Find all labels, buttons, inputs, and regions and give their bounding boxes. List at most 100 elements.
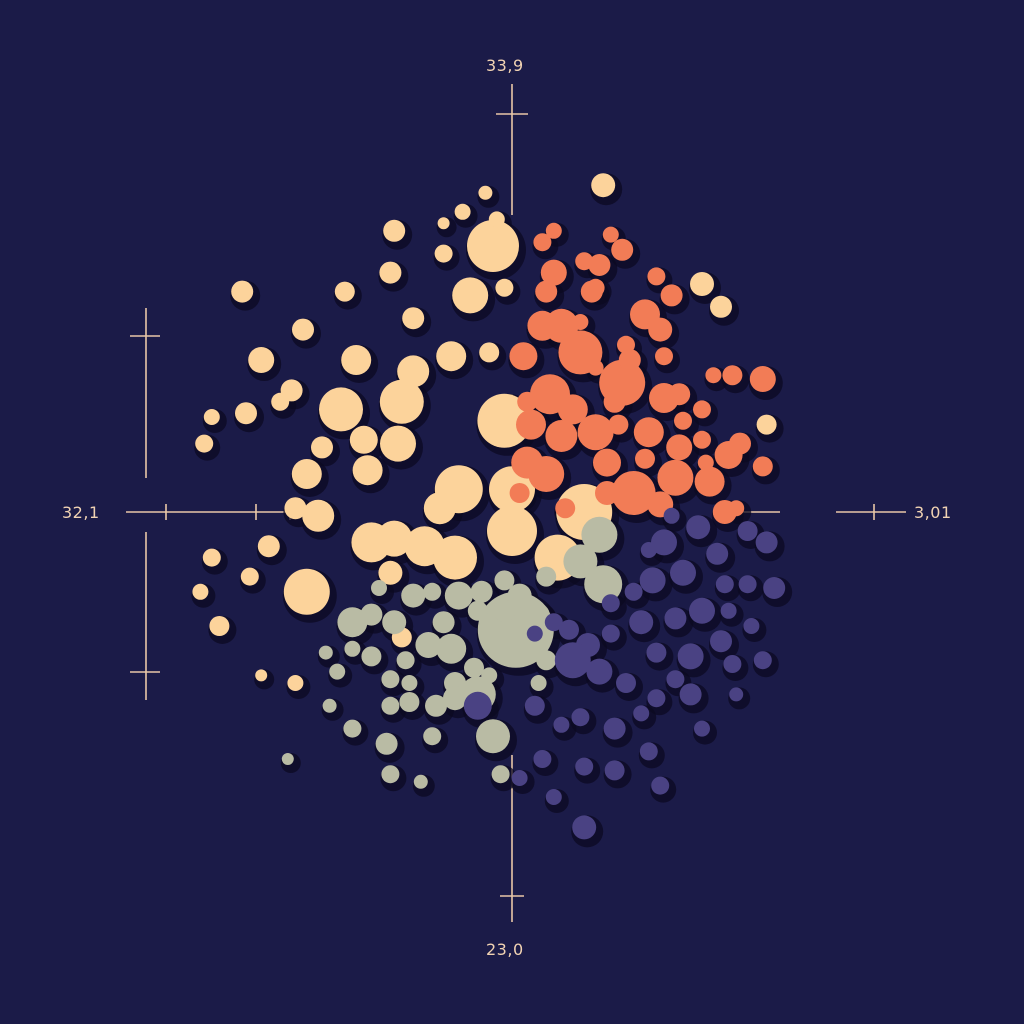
data-point-indigo — [586, 658, 613, 685]
data-point-coral — [509, 483, 530, 503]
data-point-peach — [302, 499, 335, 532]
data-point-indigo — [723, 655, 742, 673]
data-point-indigo — [651, 529, 677, 556]
data-point-coral — [516, 409, 546, 440]
data-point-coral — [528, 456, 565, 492]
data-point-sage — [423, 727, 442, 746]
data-point-peach — [292, 318, 314, 341]
data-point-sage — [401, 675, 418, 691]
data-point-coral — [694, 466, 725, 497]
axis-label-top: 33,9 — [486, 56, 524, 75]
data-point-peach — [495, 278, 514, 297]
data-point-sage — [464, 657, 484, 678]
data-point-indigo — [575, 757, 594, 776]
data-point-peach — [710, 295, 732, 318]
data-point-sage — [343, 719, 362, 738]
data-point-coral — [603, 390, 626, 413]
data-point-coral — [572, 314, 589, 330]
data-point-sage — [413, 774, 428, 789]
data-point-sage — [443, 686, 467, 711]
data-point-indigo — [572, 815, 597, 840]
data-point-coral — [588, 254, 611, 276]
data-point-peach — [383, 219, 406, 242]
data-point-coral — [633, 417, 664, 448]
data-point-peach — [454, 203, 471, 220]
data-point-coral — [530, 374, 570, 415]
data-point-coral — [647, 267, 666, 286]
data-point-indigo — [633, 705, 650, 722]
data-point-coral — [666, 434, 693, 461]
data-point-coral — [668, 383, 691, 406]
data-point-indigo — [616, 673, 636, 693]
data-point-indigo — [639, 567, 666, 594]
data-point-peach — [690, 272, 714, 296]
data-point-coral — [517, 391, 538, 412]
data-point-coral — [728, 500, 745, 517]
data-point-indigo — [601, 624, 620, 643]
point-marks — [191, 173, 793, 848]
data-point-peach — [311, 436, 333, 459]
data-point-indigo — [706, 542, 729, 565]
data-point-coral — [752, 456, 773, 477]
data-point-indigo — [533, 750, 552, 768]
data-point-coral — [722, 365, 743, 386]
data-point-indigo — [677, 643, 704, 670]
data-point-peach — [202, 548, 221, 567]
data-point-coral — [509, 342, 538, 371]
data-point-coral — [674, 411, 692, 430]
data-point-peach — [209, 616, 230, 636]
data-point-coral — [545, 222, 562, 239]
data-point-sage — [470, 580, 493, 603]
data-point-coral — [535, 280, 558, 303]
data-point-coral — [587, 359, 604, 376]
data-point-sage — [467, 600, 488, 621]
data-point-sage — [329, 663, 346, 680]
data-point-indigo — [640, 542, 657, 558]
data-point-indigo — [710, 630, 732, 653]
data-point-peach — [271, 392, 290, 411]
data-point-coral — [697, 454, 714, 471]
data-point-peach — [379, 261, 402, 284]
data-point-coral — [617, 335, 635, 354]
data-point-indigo — [694, 720, 710, 737]
data-point-indigo — [603, 717, 626, 740]
axis-label-bottom: 23,0 — [486, 940, 524, 959]
data-point-peach — [284, 497, 307, 520]
data-point-indigo — [545, 789, 562, 805]
data-point-sage — [423, 582, 442, 601]
data-point-sage — [281, 753, 294, 765]
data-point-peach — [423, 492, 456, 525]
data-point-peach — [231, 280, 254, 303]
data-point-coral — [693, 430, 711, 449]
data-point-indigo — [553, 716, 570, 733]
data-point-indigo — [737, 521, 758, 541]
data-point-indigo — [463, 691, 492, 720]
data-point-coral — [618, 349, 641, 371]
data-point-coral — [660, 284, 683, 307]
data-point-coral — [577, 414, 614, 451]
data-point-indigo — [686, 515, 711, 540]
data-point-peach — [488, 211, 505, 228]
data-point-sage — [444, 581, 473, 610]
axis-label-left: 32,1 — [62, 503, 100, 522]
data-point-indigo — [664, 607, 687, 630]
data-point-sage — [493, 599, 516, 622]
data-point-peach — [437, 217, 450, 230]
data-point-indigo — [571, 708, 590, 727]
data-point-peach — [352, 455, 383, 486]
data-point-indigo — [601, 594, 620, 613]
data-point-peach — [257, 535, 280, 558]
data-point-coral — [545, 420, 578, 452]
data-point-indigo — [524, 695, 545, 716]
data-point-sage — [507, 583, 532, 608]
data-point-coral — [648, 317, 673, 342]
data-point-coral — [544, 308, 579, 343]
data-point-sage — [322, 698, 337, 713]
data-point-sage — [381, 765, 400, 784]
data-point-indigo — [720, 602, 737, 619]
data-point-indigo — [663, 507, 680, 524]
data-point-coral — [705, 367, 722, 384]
data-point-peach — [240, 567, 259, 586]
data-point-coral — [611, 238, 634, 261]
